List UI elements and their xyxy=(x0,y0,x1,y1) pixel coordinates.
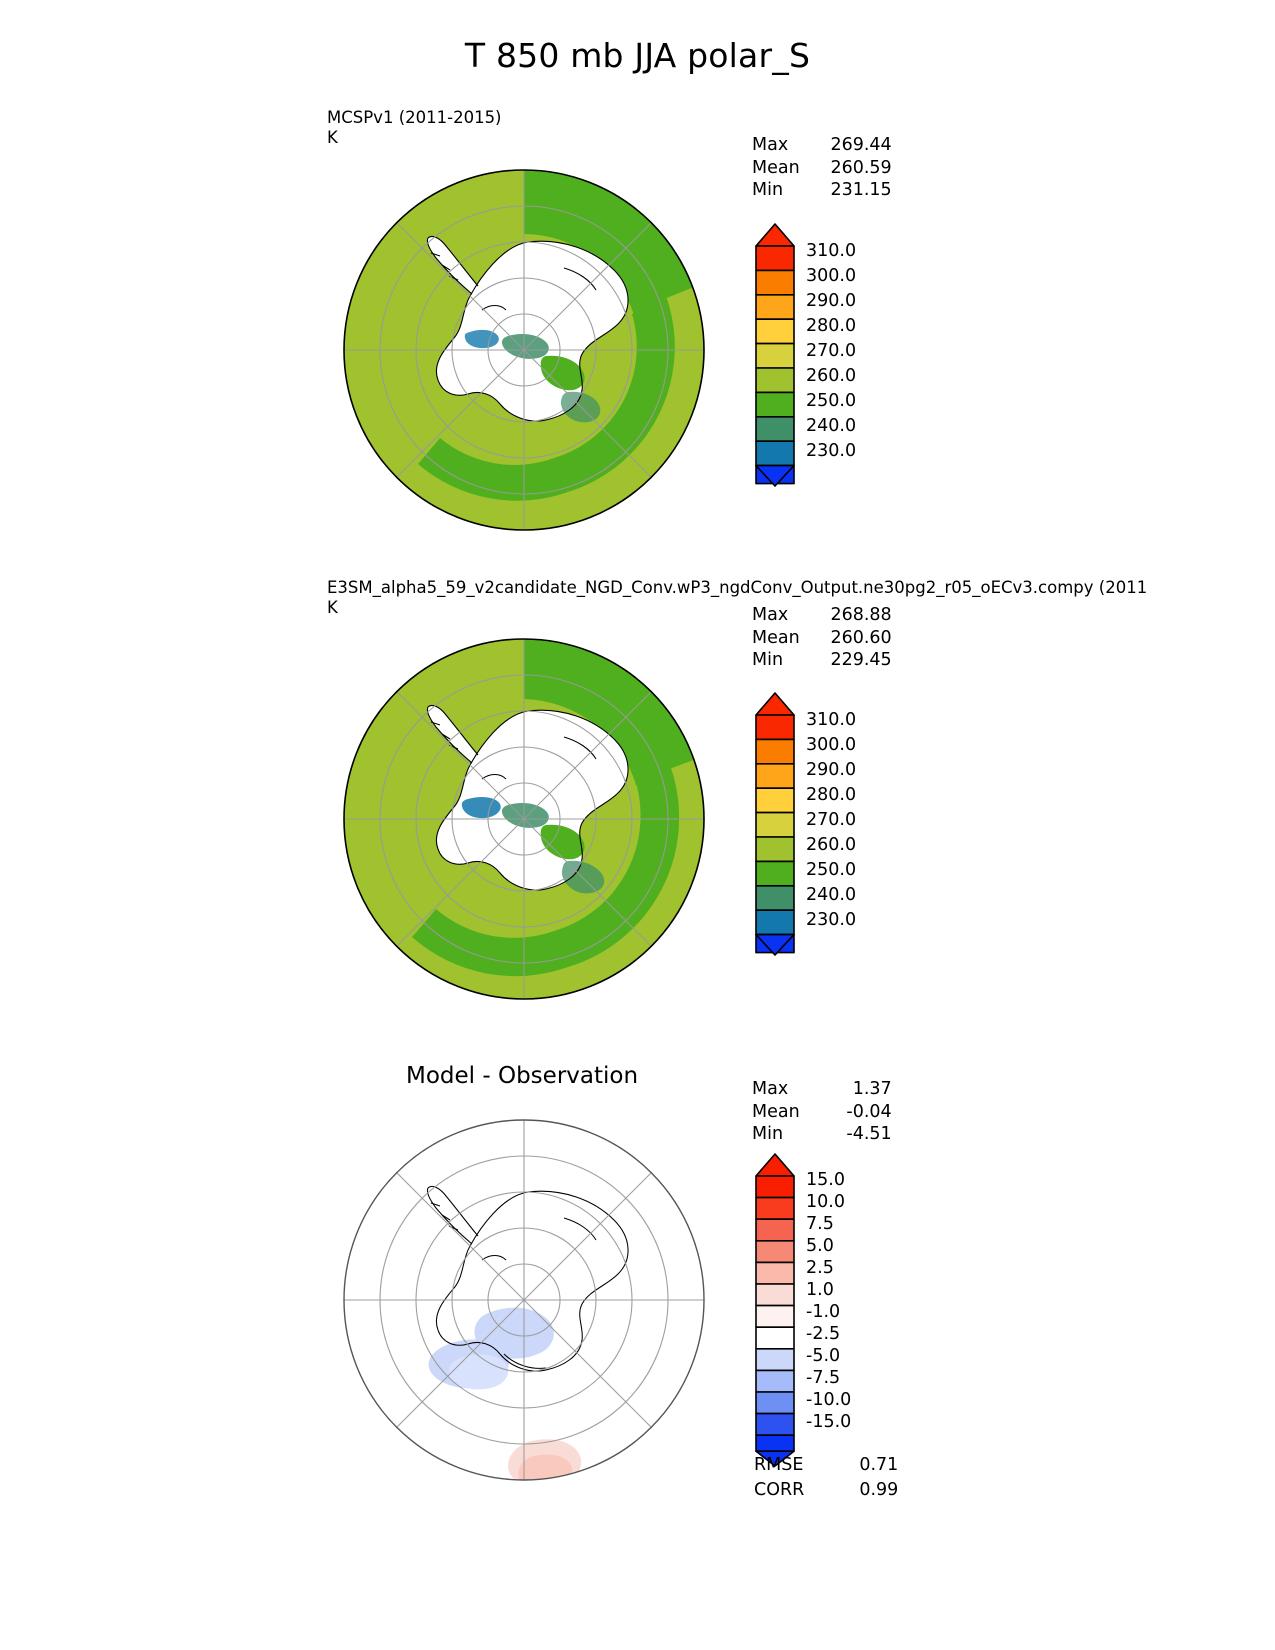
panel-model-units: K xyxy=(327,598,338,617)
cbar-tick: -1.0 xyxy=(806,1302,841,1322)
cbar-tick: 230.0 xyxy=(806,441,857,461)
stat-row: Min 229.45 xyxy=(752,649,892,672)
stat-value: -0.04 xyxy=(846,1101,892,1122)
figure-title: T 850 mb JJA polar_S xyxy=(464,36,811,75)
stat-row: Min 231.15 xyxy=(752,179,892,202)
colorbar-model-labels: 310.0 300.0 290.0 280.0 270.0 260.0 250.… xyxy=(806,687,916,959)
cbar-tick: 5.0 xyxy=(806,1236,834,1256)
panel-model: E3SM_alpha5_59_v2candidate_NGD_Conv.wP3_… xyxy=(0,0,1275,1000)
stat-key: Min xyxy=(752,180,784,200)
cbar-tick: -15.0 xyxy=(806,1412,852,1432)
stat-key: Max xyxy=(752,605,789,625)
stat-row: Mean 260.60 xyxy=(752,627,892,650)
colorbar-difference xyxy=(752,1150,798,1470)
stat-value: 260.60 xyxy=(830,627,892,648)
footer-stat-key: RMSE xyxy=(754,1455,804,1475)
cbar-tick: 290.0 xyxy=(806,760,857,780)
footer-stat-row: CORR 0.99 xyxy=(754,1479,898,1502)
colorbar-observation-labels: 310.0 300.0 290.0 280.0 270.0 260.0 250.… xyxy=(806,218,916,490)
cbar-tick: -5.0 xyxy=(806,1346,841,1366)
stat-key: Min xyxy=(752,650,784,670)
cbar-tick: 270.0 xyxy=(806,810,857,830)
colorbar-observation xyxy=(752,218,798,490)
cbar-tick: 280.0 xyxy=(806,316,857,336)
cbar-tick: -2.5 xyxy=(806,1324,841,1344)
panel-difference-stats: Max 1.37 Mean -0.04 Min -4.51 xyxy=(752,1078,892,1146)
stat-row: Max 1.37 xyxy=(752,1078,892,1101)
polar-map-model xyxy=(332,627,716,1011)
cbar-tick: 280.0 xyxy=(806,785,857,805)
cbar-tick: 310.0 xyxy=(806,241,857,261)
cbar-tick: 260.0 xyxy=(806,835,857,855)
cbar-tick: 270.0 xyxy=(806,341,857,361)
panel-model-label: E3SM_alpha5_59_v2candidate_NGD_Conv.wP3_… xyxy=(327,578,1148,597)
cbar-tick: 290.0 xyxy=(806,291,857,311)
stat-value: 231.15 xyxy=(830,180,892,200)
footer-stat-row: RMSE 0.71 xyxy=(754,1454,898,1477)
stat-key: Min xyxy=(752,1124,784,1144)
panel-observation: MCSPv1 (2011-2015) K Max 269.44 Mean 260… xyxy=(0,0,1275,550)
cbar-tick: -7.5 xyxy=(806,1368,841,1388)
panel-model-stats: Max 268.88 Mean 260.60 Min 229.45 xyxy=(752,604,892,672)
stat-value: 269.44 xyxy=(830,135,892,155)
cbar-tick: 260.0 xyxy=(806,366,857,386)
cbar-tick: 2.5 xyxy=(806,1258,834,1278)
cbar-tick: 15.0 xyxy=(806,1170,845,1190)
stat-key: Mean xyxy=(752,627,800,648)
stat-row: Max 268.88 xyxy=(752,604,892,627)
cbar-tick: 240.0 xyxy=(806,416,857,436)
colorbar-model xyxy=(752,687,798,959)
panel-observation-label: MCSPv1 (2011-2015) xyxy=(327,108,502,127)
cbar-tick: 310.0 xyxy=(806,710,857,730)
panel-observation-stats: Max 269.44 Mean 260.59 Min 231.15 xyxy=(752,134,892,202)
cbar-tick: 1.0 xyxy=(806,1280,834,1300)
stat-value: 268.88 xyxy=(830,605,892,625)
cbar-tick: 10.0 xyxy=(806,1192,845,1212)
panel-difference-footer-stats: RMSE 0.71 CORR 0.99 xyxy=(752,1452,900,1504)
stat-key: Max xyxy=(752,135,789,155)
stat-row: Max 269.44 xyxy=(752,134,892,157)
stat-key: Max xyxy=(752,1079,789,1099)
cbar-tick: 300.0 xyxy=(806,735,857,755)
cbar-tick: 250.0 xyxy=(806,391,857,411)
colorbar-difference-labels: 15.0 10.0 7.5 5.0 2.5 1.0 -1.0 -2.5 -5.0… xyxy=(806,1150,916,1470)
cbar-tick: 250.0 xyxy=(806,860,857,880)
cbar-tick: -10.0 xyxy=(806,1390,852,1410)
panel-difference-label: Model - Observation xyxy=(406,1063,639,1089)
footer-stat-value: 0.99 xyxy=(859,1480,899,1500)
cbar-tick: 230.0 xyxy=(806,910,857,930)
cbar-tick: 240.0 xyxy=(806,885,857,905)
stat-value: 229.45 xyxy=(830,650,892,670)
cbar-tick: 300.0 xyxy=(806,266,857,286)
stat-key: Mean xyxy=(752,1101,800,1122)
polar-map-difference xyxy=(332,1108,716,1492)
stat-value: -4.51 xyxy=(846,1124,892,1144)
stat-row: Mean -0.04 xyxy=(752,1101,892,1124)
panel-difference: Model - Observation Max 1.37 Mean -0.04 … xyxy=(0,0,1275,1500)
cbar-tick: 7.5 xyxy=(806,1214,834,1234)
stat-row: Min -4.51 xyxy=(752,1123,892,1146)
footer-stat-value: 0.71 xyxy=(859,1455,899,1475)
stat-key: Mean xyxy=(752,157,800,178)
stat-value: 1.37 xyxy=(852,1079,892,1099)
footer-stat-key: CORR xyxy=(754,1480,805,1500)
panel-observation-units: K xyxy=(327,128,338,147)
polar-map-observation xyxy=(332,158,716,542)
stat-row: Mean 260.59 xyxy=(752,157,892,180)
stat-value: 260.59 xyxy=(830,157,892,178)
